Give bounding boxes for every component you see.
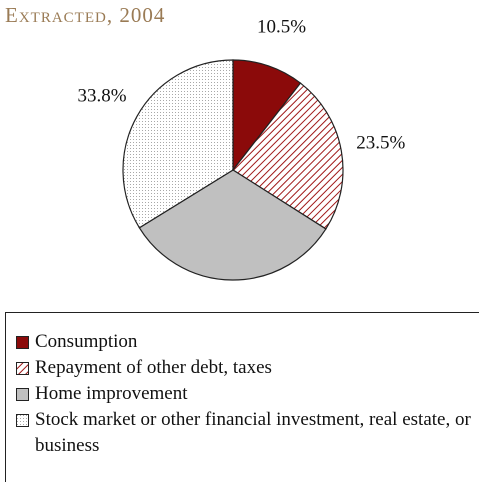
legend-swatch-box: [16, 336, 29, 349]
pie-slice: [138, 169, 327, 281]
value-label: 33.8%: [77, 85, 126, 106]
chart: Extracted, 2004 10.5% 23.5% 32.2% 33.8%: [5, 3, 405, 312]
legend-swatch-box: [16, 362, 29, 375]
legend-swatch-box: [16, 414, 29, 427]
legend-item: Home improvement: [16, 381, 479, 407]
legend-item: Stock market or other financial investme…: [16, 407, 479, 459]
legend-swatch-box: [16, 388, 29, 401]
value-label: 23.5%: [356, 133, 405, 154]
legend-swatch: [16, 388, 29, 401]
pie-slice: [232, 59, 302, 172]
legend-label: Repayment of other debt, taxes: [35, 357, 272, 378]
pie-slice: [122, 59, 234, 229]
legend-swatch: [16, 362, 29, 375]
legend-swatch: [16, 414, 29, 427]
legend-item: Consumption: [16, 329, 479, 355]
legend-label: Home improvement: [35, 383, 188, 404]
legend-item: Repayment of other debt, taxes: [16, 355, 479, 381]
value-label: 32.2%: [208, 308, 257, 312]
legend-swatch: [16, 336, 29, 349]
pie-slice: [232, 82, 344, 230]
legend-label: Stock market or other financial investme…: [35, 409, 471, 456]
legend-label: Consumption: [35, 331, 138, 352]
legend: Consumption Repayment of other debt, taxe…: [5, 312, 479, 482]
chart-title: Extracted, 2004: [5, 3, 165, 27]
value-label: 10.5%: [257, 16, 306, 37]
